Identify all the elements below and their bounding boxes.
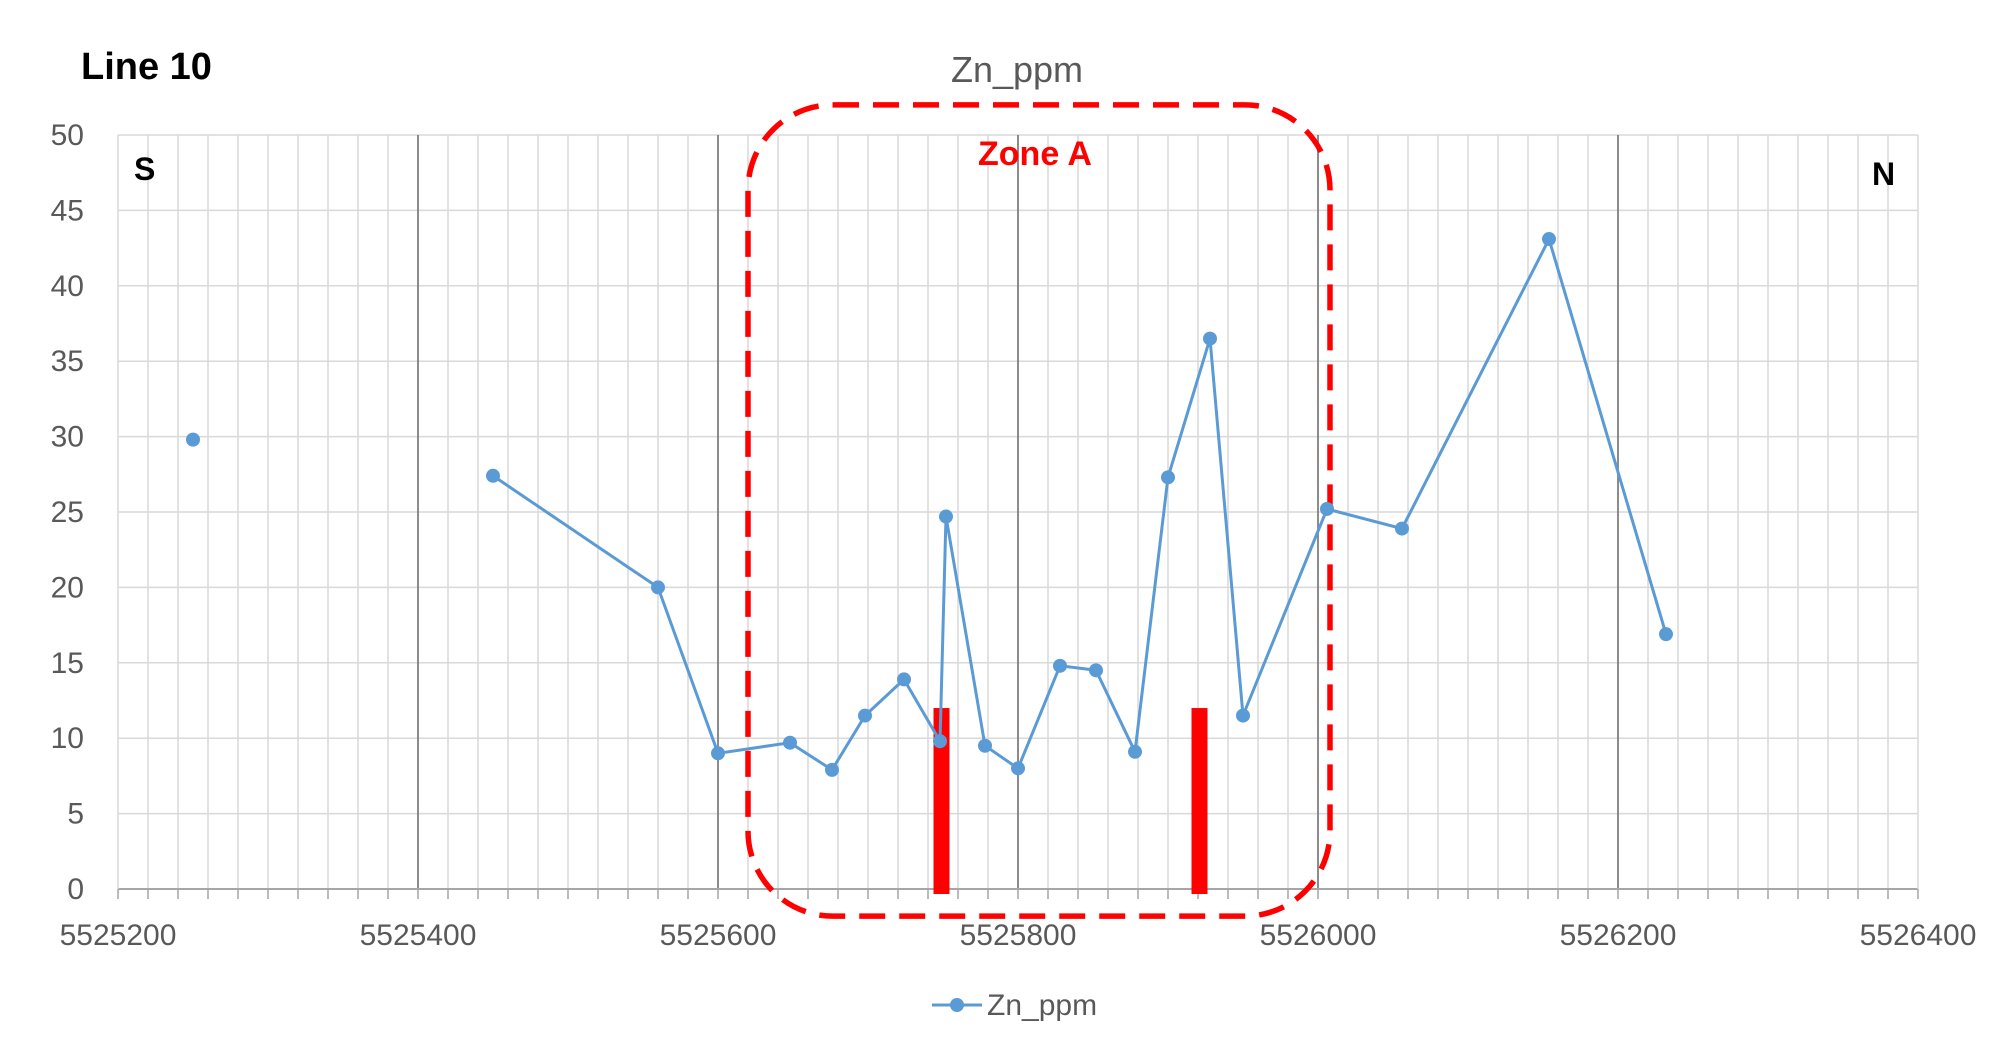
data-point	[978, 738, 992, 753]
data-point	[1128, 744, 1142, 759]
y-tick-label: 25	[51, 496, 84, 529]
marker-bars	[933, 708, 1208, 894]
x-tick-label: 5525400	[360, 919, 477, 952]
legend: Zn_ppm	[932, 989, 1097, 1022]
data-point	[186, 432, 200, 447]
y-tick-label: 40	[51, 270, 84, 303]
tick-labels: 5525200 5525400 5525600 5525800 5526000 55262…	[51, 119, 1977, 952]
data-point	[783, 735, 797, 750]
direction-label-left: S	[134, 151, 155, 187]
data-point	[1236, 708, 1250, 723]
legend-entry: Zn_ppm	[987, 989, 1097, 1022]
data-point	[825, 762, 839, 777]
y-tick-label: 45	[51, 194, 84, 227]
data-point	[486, 468, 500, 483]
y-tick-label: 20	[51, 571, 84, 604]
y-tick-label: 0	[67, 873, 84, 906]
x-tick-label: 5526400	[1860, 919, 1977, 952]
legend-marker	[950, 998, 964, 1012]
data-point	[1659, 627, 1673, 642]
data-point	[1203, 331, 1217, 346]
data-point	[933, 734, 947, 749]
y-tick-label: 15	[51, 647, 84, 680]
data-point	[651, 580, 665, 595]
data-point	[711, 746, 725, 761]
data-point	[1395, 521, 1409, 536]
data-point	[1542, 232, 1556, 247]
data-point	[858, 708, 872, 723]
corner-label: Line 10	[81, 46, 212, 88]
x-tick-label: 5525200	[60, 919, 177, 952]
y-tick-label: 50	[51, 119, 84, 152]
data-point	[1053, 658, 1067, 673]
series-zn-ppm	[186, 232, 1673, 777]
data-point	[1161, 470, 1175, 485]
marker-bar	[1191, 708, 1208, 894]
y-tick-label: 30	[51, 421, 84, 454]
grid	[118, 134, 1918, 889]
data-point	[1320, 501, 1334, 516]
data-point	[1011, 761, 1025, 776]
chart-title: Zn_ppm	[951, 49, 1083, 90]
zone-label: Zone A	[978, 135, 1092, 173]
direction-label-right: N	[1872, 156, 1895, 192]
x-tick-label: 5525600	[660, 919, 777, 952]
data-point	[939, 509, 953, 524]
data-point	[897, 672, 911, 687]
x-tick-label: 5525800	[960, 919, 1077, 952]
y-tick-label: 10	[51, 722, 84, 755]
y-tick-label: 35	[51, 345, 84, 378]
axes	[117, 135, 1919, 899]
x-tick-label: 5526200	[1560, 919, 1677, 952]
y-tick-label: 5	[67, 798, 84, 831]
x-tick-label: 5526000	[1260, 919, 1377, 952]
data-point	[1089, 663, 1103, 678]
marker-bar	[933, 708, 950, 894]
